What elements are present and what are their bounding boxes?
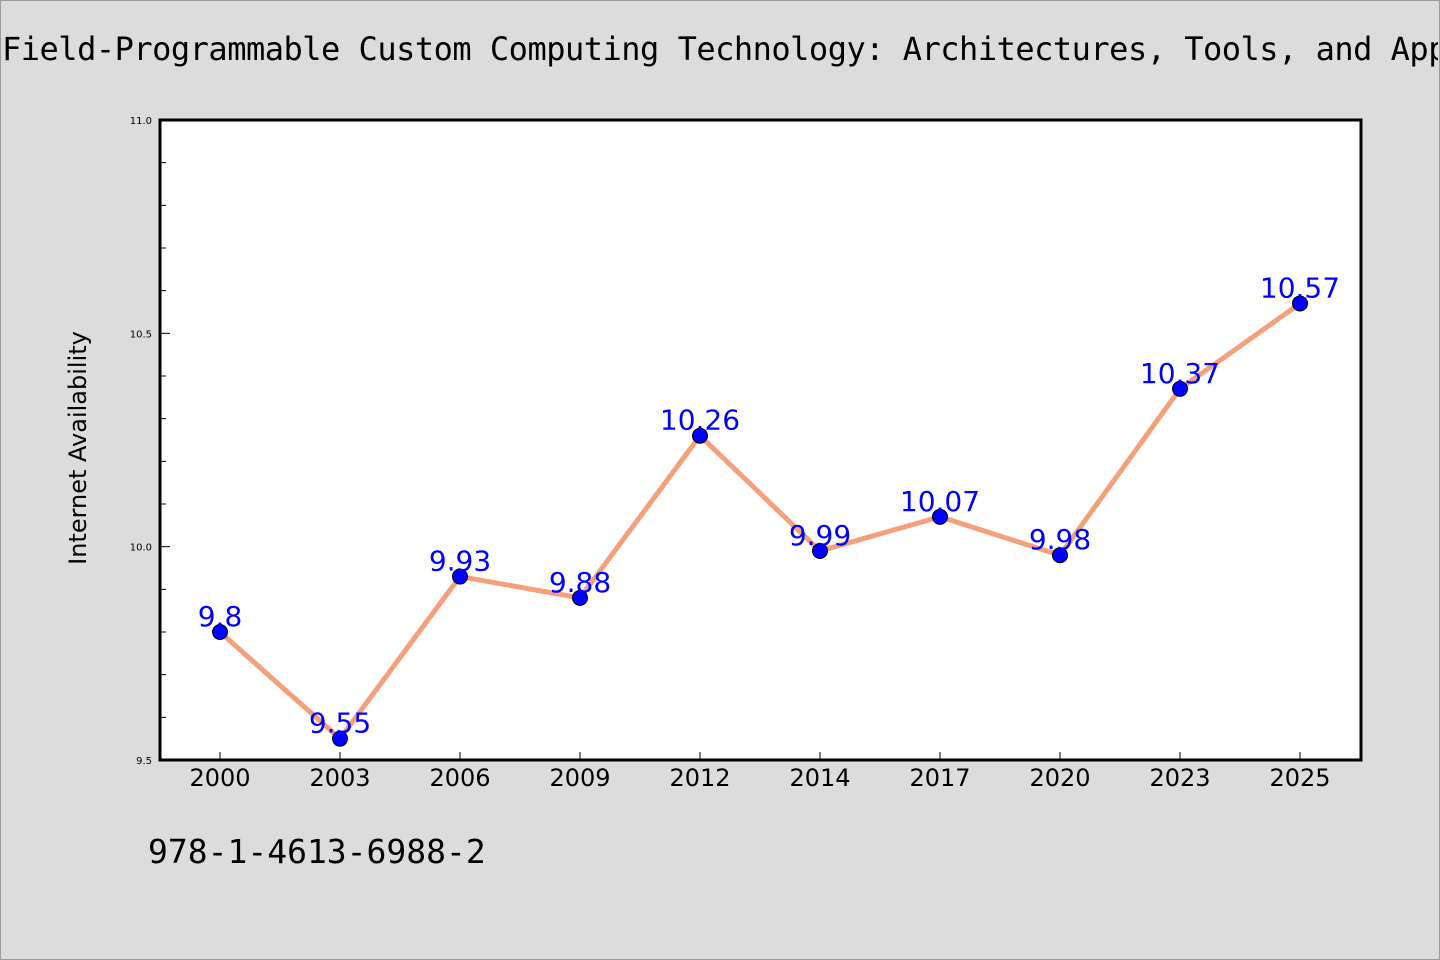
y-tick-label: 10.5 xyxy=(130,329,152,340)
data-label: 9.93 xyxy=(429,545,491,578)
data-label: 9.99 xyxy=(789,519,851,552)
data-label: 9.98 xyxy=(1029,523,1091,556)
plot-area xyxy=(158,118,1363,762)
x-tick-label: 2020 xyxy=(1029,764,1090,792)
y-tick-label: 11.0 xyxy=(130,116,152,127)
data-point xyxy=(1052,547,1068,564)
data-label: 9.55 xyxy=(309,707,371,740)
x-tick-label: 2012 xyxy=(669,764,730,792)
data-label: 9.88 xyxy=(549,566,611,599)
data-point xyxy=(1172,380,1188,397)
data-label: 10.57 xyxy=(1260,271,1340,304)
data-point xyxy=(452,568,468,585)
y-axis-label: Internet Availability xyxy=(64,331,92,565)
series-group xyxy=(212,295,1308,747)
data-point xyxy=(692,427,708,444)
x-tick-label: 2000 xyxy=(189,764,250,792)
x-tick-label: 2003 xyxy=(309,764,370,792)
x-tick-label: 2023 xyxy=(1149,764,1210,792)
isbn-text: 978-1-4613-6988-2 xyxy=(148,832,486,871)
data-label: 10.07 xyxy=(900,485,980,518)
data-point xyxy=(932,508,948,525)
series-line xyxy=(218,301,1302,742)
data-labels: 9.8 9.55 9.93 9.88 10.26 9.99 10.07 9.98 10.37 10… xyxy=(198,271,1340,739)
y-axis: 9.5 10.0 10.5 11.0 xyxy=(130,116,170,767)
x-axis: 2000 2003 2006 2009 2012 2014 2017 2020 2023 2025 xyxy=(189,752,1331,792)
x-tick-label: 2009 xyxy=(549,764,610,792)
data-label: 9.8 xyxy=(198,600,243,633)
x-tick-label: 2006 xyxy=(429,764,490,792)
data-point xyxy=(332,730,348,747)
data-point xyxy=(572,589,588,606)
x-tick-label: 2025 xyxy=(1269,764,1330,792)
data-point xyxy=(812,542,828,559)
x-tick-label: 2014 xyxy=(789,764,850,792)
data-label: 10.26 xyxy=(660,404,740,437)
y-tick-label: 9.5 xyxy=(136,756,152,767)
data-label: 10.37 xyxy=(1140,357,1220,390)
data-point xyxy=(1292,295,1308,312)
chart-title: Field-Programmable Custom Computing Tech… xyxy=(2,30,1438,68)
data-point xyxy=(212,624,228,640)
y-tick-label: 10.0 xyxy=(130,543,152,554)
x-tick-label: 2017 xyxy=(909,764,970,792)
